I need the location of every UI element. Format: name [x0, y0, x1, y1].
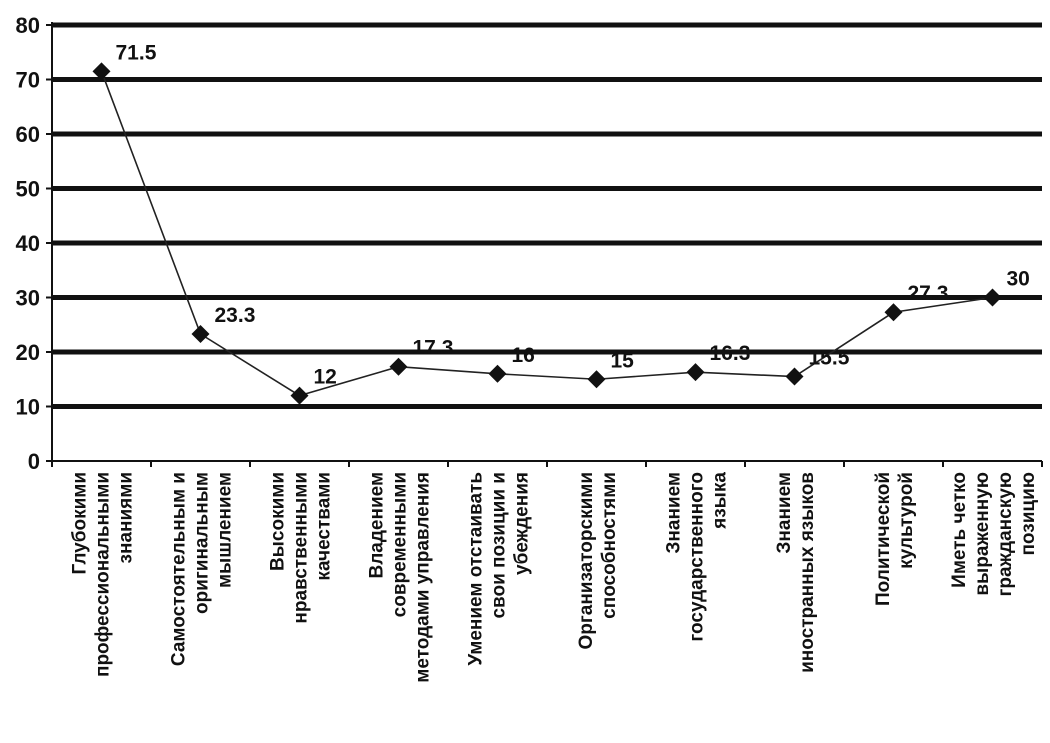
category-label-line: Знанием: [664, 472, 685, 553]
data-point-marker: [785, 367, 804, 386]
category-label-line: профессиональными: [93, 472, 114, 677]
y-tick-label: 60: [16, 122, 40, 147]
category-label: Политической культурой: [873, 472, 917, 606]
category-label: Знанием государственного языка: [664, 472, 731, 642]
category-label: Организаторскими способностями: [576, 472, 620, 650]
series-line: [100, 71, 993, 397]
category-label-line: Организаторскими: [576, 472, 597, 650]
data-label: 16: [512, 344, 535, 367]
category-labels: Глубокими профессиональными знаниями Самост…: [70, 472, 1040, 683]
data-point-marker: [488, 364, 507, 383]
data-labels: 71.5 23.3 12 17.3 16 15 16.3 15.5 27.3 30: [116, 41, 1030, 388]
category-label-text: Самостоятельным и оригинальным мышлением: [169, 472, 236, 666]
category-label-line: языка: [710, 472, 731, 530]
gridlines: [52, 22, 1042, 409]
category-label-line: Иметь четко: [949, 472, 970, 588]
data-label: 30: [1007, 268, 1030, 291]
data-point-marker: [191, 325, 210, 344]
category-label-line: Самостоятельным и: [169, 472, 190, 666]
category-label-line: свои позиции и: [489, 472, 510, 619]
category-label-line: Владением: [367, 472, 388, 579]
y-tick-label: 20: [16, 340, 40, 365]
category-label: Умением отстаивать свои позиции и убеждени…: [466, 472, 533, 666]
y-tick-label: 70: [16, 68, 40, 93]
category-label-text: Глубокими профессиональными знаниями: [70, 472, 137, 677]
category-label-text: Умением отстаивать свои позиции и убеждени…: [466, 472, 533, 666]
category-label-text: Владением современными методами управления: [367, 472, 434, 683]
data-point-marker: [884, 303, 903, 322]
category-label-line: Знанием: [774, 472, 795, 553]
category-label-line: способностями: [599, 472, 620, 619]
category-label-line: оригинальным: [192, 472, 213, 614]
y-tick-label: 0: [28, 449, 40, 474]
y-tick-labels: 0 10 20 30 40 50 60 70 80: [16, 13, 40, 474]
data-label: 12: [314, 366, 337, 389]
category-label-text: Политической культурой: [873, 472, 917, 606]
series-line-group: [100, 71, 993, 397]
data-label: 15: [611, 349, 635, 372]
category-label-line: нравственными: [291, 472, 312, 624]
y-tick-label: 10: [16, 395, 40, 420]
category-label-text: Знанием иностранных языков: [774, 472, 818, 673]
category-label-line: государственного: [687, 472, 708, 642]
y-tick-label: 40: [16, 231, 40, 256]
category-label-text: Знанием государственного языка: [664, 472, 731, 642]
category-label-line: качествами: [314, 472, 335, 581]
data-point-marker: [587, 370, 606, 389]
category-label-line: позицию: [1018, 472, 1039, 556]
category-label-line: Умением отстаивать: [466, 472, 487, 666]
category-label-line: знаниями: [116, 472, 137, 563]
category-label-line: культурой: [896, 472, 917, 569]
data-label: 15.5: [809, 347, 850, 370]
data-label: 71.5: [116, 41, 157, 64]
category-label: Иметь четко выраженную гражданскую позицию: [949, 472, 1039, 597]
category-label: Высокими нравственными качествами: [268, 472, 335, 624]
data-markers: [92, 62, 1002, 405]
category-label-line: методами управления: [413, 472, 434, 683]
data-point-marker: [290, 386, 309, 405]
data-point-marker: [389, 357, 408, 376]
data-label: 27.3: [908, 282, 949, 305]
category-label: Владением современными методами управления: [367, 472, 434, 683]
category-label-line: Высокими: [268, 472, 289, 571]
y-tick-label: 50: [16, 177, 40, 202]
data-point-marker: [983, 288, 1002, 307]
category-label-text: Организаторскими способностями: [576, 472, 620, 650]
category-label-line: мышлением: [215, 472, 236, 588]
data-point-marker: [686, 363, 705, 382]
data-point-marker: [92, 62, 111, 81]
y-tick-label: 30: [16, 286, 40, 311]
category-label-line: гражданскую: [995, 472, 1016, 597]
category-label-line: Политической: [873, 472, 894, 606]
y-tick-label: 80: [16, 13, 40, 38]
data-label: 16.3: [710, 342, 751, 365]
category-label: Глубокими профессиональными знаниями: [70, 472, 137, 677]
category-label-line: выраженную: [972, 472, 993, 596]
category-label-text: Высокими нравственными качествами: [268, 472, 335, 624]
category-label-line: убеждения: [512, 472, 533, 575]
category-label-text: Иметь четко выраженную гражданскую позицию: [949, 472, 1039, 597]
data-label: 17.3: [413, 337, 454, 360]
category-label: Самостоятельным и оригинальным мышлением: [169, 472, 236, 666]
axes: [46, 22, 1043, 467]
data-label: 23.3: [215, 304, 256, 327]
category-label-line: Глубокими: [70, 472, 91, 574]
category-label: Знанием иностранных языков: [774, 472, 818, 673]
category-label-line: современными: [390, 472, 411, 617]
category-label-line: иностранных языков: [797, 472, 818, 673]
